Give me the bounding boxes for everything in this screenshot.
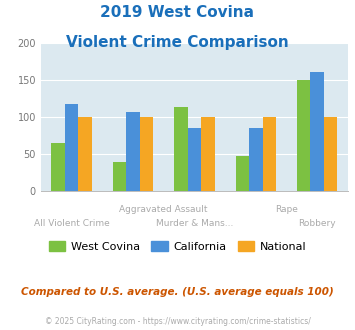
Bar bbox=[65, 104, 78, 191]
Bar bbox=[51, 143, 65, 191]
Text: © 2025 CityRating.com - https://www.cityrating.com/crime-statistics/: © 2025 CityRating.com - https://www.city… bbox=[45, 317, 310, 326]
Text: Robbery: Robbery bbox=[299, 219, 336, 228]
Text: 2019 West Covina: 2019 West Covina bbox=[100, 5, 255, 20]
Text: Murder & Mans...: Murder & Mans... bbox=[156, 219, 233, 228]
Bar bbox=[126, 112, 140, 191]
Bar bbox=[140, 117, 153, 191]
Bar bbox=[263, 117, 276, 191]
Text: Rape: Rape bbox=[275, 205, 298, 214]
Bar bbox=[249, 127, 263, 191]
Bar bbox=[174, 108, 187, 191]
Bar bbox=[113, 162, 126, 191]
Text: Aggravated Assault: Aggravated Assault bbox=[119, 205, 208, 214]
Bar bbox=[187, 128, 201, 191]
Legend: West Covina, California, National: West Covina, California, National bbox=[44, 237, 311, 256]
Bar bbox=[201, 117, 215, 191]
Bar bbox=[235, 156, 249, 191]
Bar bbox=[310, 72, 324, 191]
Text: Compared to U.S. average. (U.S. average equals 100): Compared to U.S. average. (U.S. average … bbox=[21, 287, 334, 297]
Text: All Violent Crime: All Violent Crime bbox=[34, 219, 109, 228]
Bar bbox=[324, 117, 338, 191]
Bar bbox=[297, 80, 310, 191]
Bar bbox=[78, 117, 92, 191]
Text: Violent Crime Comparison: Violent Crime Comparison bbox=[66, 35, 289, 50]
